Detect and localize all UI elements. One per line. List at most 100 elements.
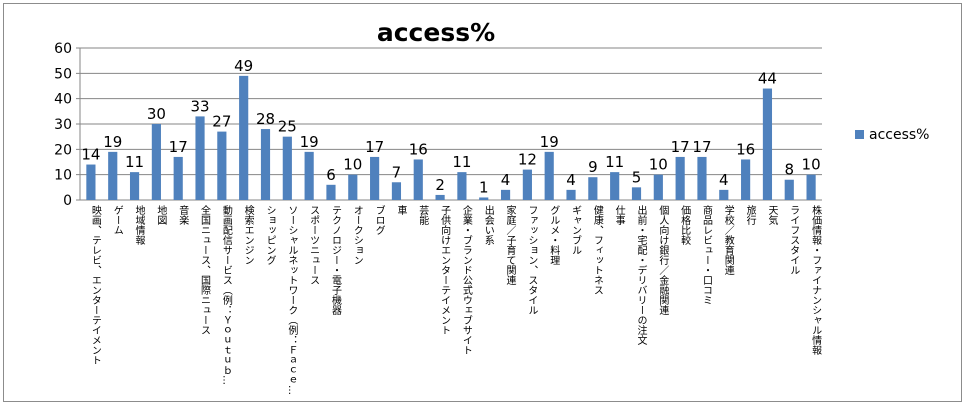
bar [304, 151, 314, 200]
data-label: 49 [234, 57, 253, 75]
y-tick-label: 30 [54, 117, 72, 133]
legend-label: access% [869, 127, 929, 143]
x-tick-label: ライフスタイル [788, 205, 800, 275]
data-label: 5 [632, 168, 642, 186]
data-label: 25 [278, 118, 297, 136]
x-tick-label: 天気 [766, 205, 778, 226]
data-label: 44 [758, 70, 777, 88]
x-tick-label: 車 [395, 204, 407, 216]
bar [413, 159, 423, 200]
data-label: 10 [343, 156, 362, 174]
x-tick-label: 株価情報・ファイナンシャル情報 [810, 204, 822, 356]
data-label: 17 [671, 138, 690, 156]
y-tick-label: 0 [63, 193, 72, 209]
y-tick-label: 60 [54, 41, 72, 57]
y-tick-label: 50 [54, 66, 72, 82]
data-label: 17 [169, 138, 188, 156]
bar [806, 174, 816, 200]
bar [151, 124, 161, 200]
data-label: 4 [566, 171, 576, 189]
bar [282, 136, 292, 200]
bar [260, 129, 271, 200]
bar [653, 174, 663, 200]
bar [457, 172, 467, 200]
legend: access% [855, 127, 929, 143]
x-tick-label: グルメ・料理 [548, 205, 560, 265]
x-tick-label: 映画、テレビ、エンターテイメント [89, 205, 101, 365]
x-tick-label: 出会い系 [482, 204, 494, 245]
bar [217, 131, 227, 200]
bar [435, 194, 445, 200]
bar [675, 156, 685, 200]
x-tick-label: 健康、フィットネス [591, 205, 603, 295]
data-label: 8 [784, 161, 794, 179]
data-label: 4 [719, 171, 729, 189]
y-tick-label: 40 [54, 92, 72, 108]
x-tick-label: 芸能 [417, 204, 429, 226]
data-label: 16 [736, 140, 755, 158]
data-label: 17 [365, 138, 384, 156]
data-label: 28 [256, 110, 275, 128]
bar [391, 182, 402, 200]
x-tick-label: ゲーム [111, 205, 123, 235]
bar [479, 197, 489, 200]
y-tick-label: 20 [54, 142, 72, 158]
data-label: 10 [649, 156, 668, 174]
data-label: 9 [588, 158, 598, 176]
data-label: 19 [300, 133, 319, 151]
x-tick-label: 個人向け銀行／金融関連 [657, 204, 669, 316]
chart-frame [3, 3, 962, 402]
bar [762, 88, 773, 200]
bar [326, 184, 336, 200]
data-label: 10 [802, 156, 821, 174]
bar [566, 189, 576, 200]
x-axis: 映画、テレビ、エンターテイメント ゲーム 地域情報 地図 音楽 全国ニュース、国際ニュース… [89, 204, 821, 395]
x-tick-label: 価格比較 [679, 204, 691, 246]
data-label: 12 [518, 151, 537, 169]
x-tick-label: 学校／教育関連 [722, 204, 734, 276]
bar [173, 156, 183, 200]
data-label: 11 [125, 153, 144, 171]
bars [86, 75, 816, 200]
x-tick-label: ファッション、スタイル [526, 205, 538, 315]
bar [719, 189, 729, 200]
bar [522, 169, 532, 200]
data-label: 2 [435, 176, 445, 194]
data-label: 19 [540, 133, 559, 151]
bar [239, 75, 249, 200]
bar [741, 159, 751, 200]
y-tick-label: 10 [54, 168, 72, 184]
gridlines [76, 47, 822, 201]
x-tick-label: 企業・ブランド公式ウェブサイト [460, 204, 472, 355]
bar [129, 172, 140, 200]
y-axis: 0 10 20 30 40 50 60 [54, 41, 81, 209]
data-label: 33 [190, 97, 209, 115]
x-tick-label: 仕事 [613, 204, 625, 225]
x-tick-label: 検索エンジン [242, 204, 254, 265]
data-label: 1 [479, 178, 489, 196]
x-tick-label: ソーシャルネットワーク（例：Ｆａｃｅ… [286, 205, 298, 395]
bar [348, 174, 358, 200]
x-tick-label: 子供向けエンターテイメント [439, 205, 451, 335]
x-tick-label: スポーツニュース [308, 205, 320, 285]
data-label: 11 [605, 153, 624, 171]
data-label: 11 [452, 153, 471, 171]
data-label: 17 [692, 138, 711, 156]
bar [544, 151, 554, 200]
bar [610, 172, 620, 200]
x-tick-label: ブログ [373, 204, 385, 235]
x-tick-label: 旅行 [744, 204, 756, 226]
x-tick-label: 地図 [155, 204, 167, 225]
x-tick-label: 音楽 [177, 204, 189, 226]
x-tick-label: 商品レビュー・口コミ [700, 204, 712, 305]
chart-title: access% [377, 18, 495, 47]
bar [588, 177, 598, 200]
x-tick-label: 地域情報 [133, 204, 145, 246]
x-tick-label: ギャンブル [570, 205, 582, 255]
bar [784, 179, 794, 200]
x-tick-label: 動画配信サービス（例：Ｙｏｕｔｕｂ… [220, 204, 232, 385]
x-tick-label: 家庭／子育て関連 [504, 204, 516, 286]
data-label: 16 [409, 140, 428, 158]
